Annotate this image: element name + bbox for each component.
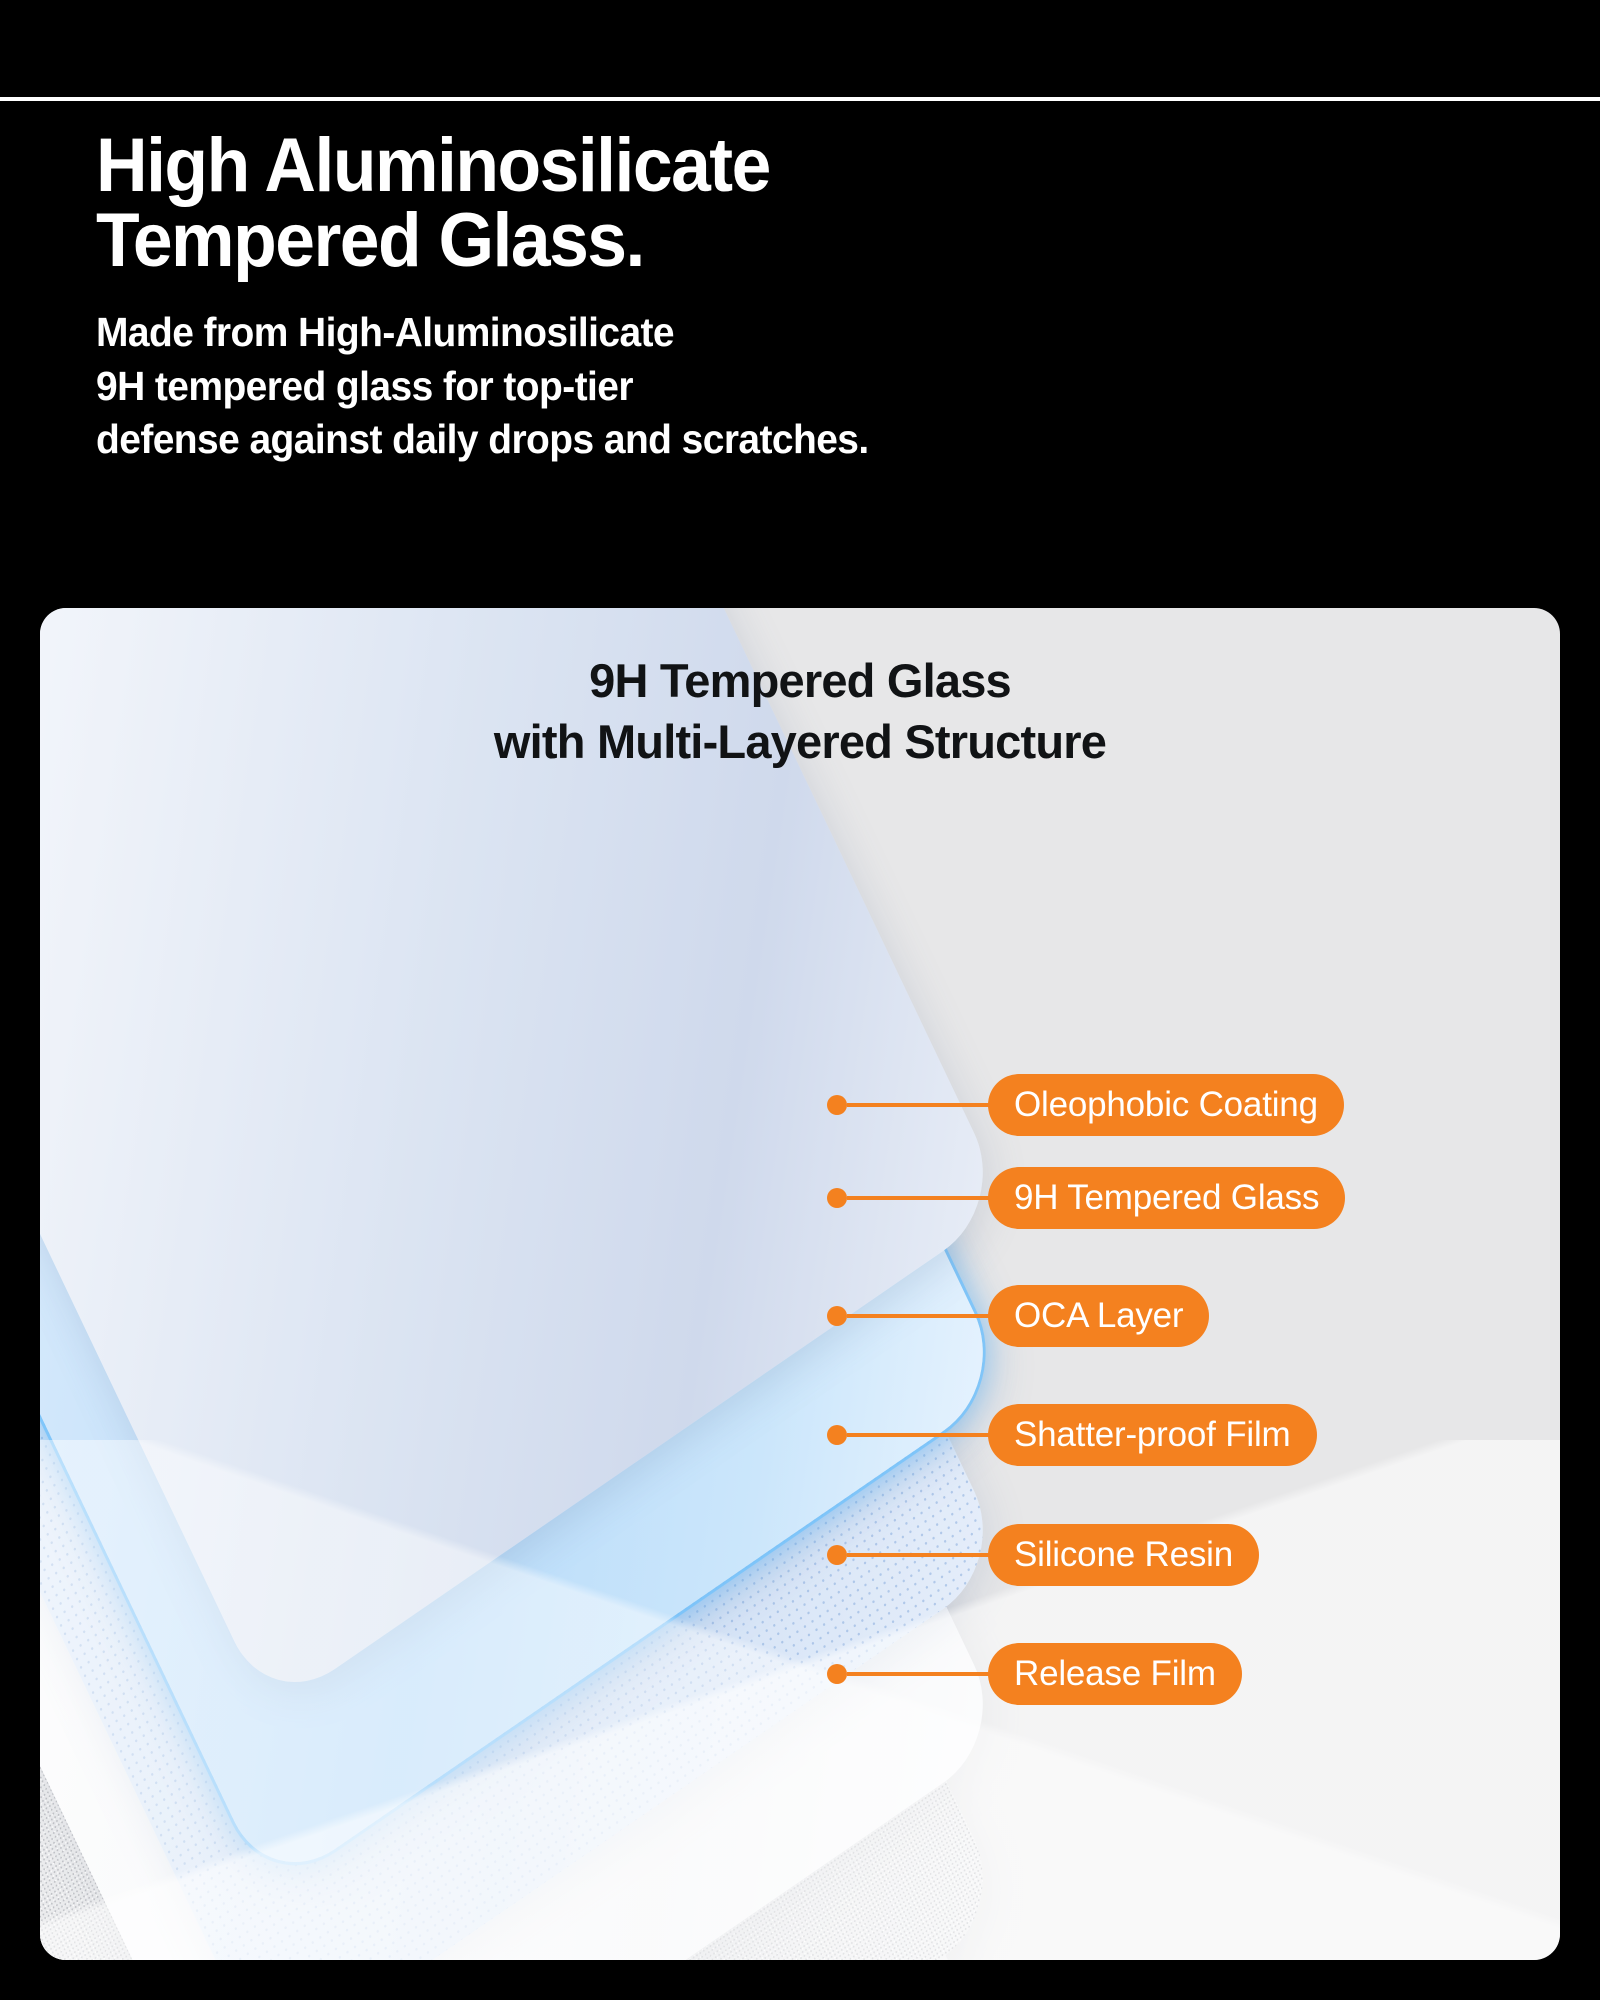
page-subtitle: Made from High-Aluminosilicate 9H temper…: [96, 309, 869, 463]
page-title: High Aluminosilicate Tempered Glass.: [96, 123, 771, 284]
callout-leader-line: [847, 1103, 990, 1107]
callout-silicone-resin[interactable]: Silicone Resin: [827, 1524, 1259, 1586]
callout-leader-line: [847, 1314, 990, 1318]
callout-tempered-glass[interactable]: 9H Tempered Glass: [827, 1167, 1346, 1229]
diagram-card: 9H Tempered Glass with Multi-Layered Str…: [40, 608, 1560, 1960]
callout-dot-icon: [827, 1188, 847, 1208]
callout-dot-icon: [827, 1664, 847, 1684]
callout-dot-icon: [827, 1545, 847, 1565]
callout-oleophobic-coating[interactable]: Oleophobic Coating: [827, 1074, 1344, 1136]
callout-leader-line: [847, 1672, 990, 1676]
callout-label-shatter-proof-film: Shatter-proof Film: [988, 1404, 1317, 1466]
callout-leader-line: [847, 1196, 990, 1200]
callout-leader-line: [847, 1433, 990, 1437]
callout-release-film[interactable]: Release Film: [827, 1643, 1242, 1705]
top-divider: [0, 97, 1600, 101]
callout-label-silicone-resin: Silicone Resin: [988, 1524, 1259, 1586]
callout-label-release-film: Release Film: [988, 1643, 1242, 1705]
callout-group: Oleophobic Coating 9H Tempered Glass OCA…: [40, 608, 1560, 1960]
diagram-title: 9H Tempered Glass with Multi-Layered Str…: [493, 654, 1107, 769]
callout-oca-layer[interactable]: OCA Layer: [827, 1285, 1210, 1347]
callout-dot-icon: [827, 1425, 847, 1445]
callout-label-tempered-glass: 9H Tempered Glass: [988, 1167, 1346, 1229]
callout-label-oca-layer: OCA Layer: [988, 1285, 1210, 1347]
callout-label-oleophobic-coating: Oleophobic Coating: [988, 1074, 1344, 1136]
callout-shatter-proof-film[interactable]: Shatter-proof Film: [827, 1404, 1317, 1466]
callout-dot-icon: [827, 1095, 847, 1115]
callout-leader-line: [847, 1553, 990, 1557]
header-block: High Aluminosilicate Tempered Glass. Mad…: [96, 123, 1396, 466]
callout-dot-icon: [827, 1306, 847, 1326]
